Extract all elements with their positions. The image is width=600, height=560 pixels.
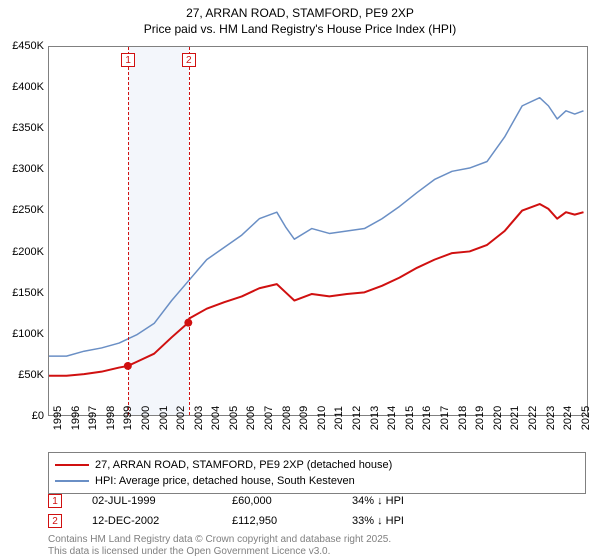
x-tick-label: 1998 [105, 406, 117, 430]
x-tick-label: 2011 [333, 406, 345, 430]
y-tick-label: £150K [12, 287, 44, 299]
footer-line1: Contains HM Land Registry data © Crown c… [48, 534, 391, 546]
sale-price: £60,000 [232, 495, 352, 507]
y-tick-label: £50K [18, 369, 44, 381]
marker-line [189, 47, 190, 415]
marker-flag: 1 [121, 53, 135, 67]
x-tick-label: 2000 [140, 406, 152, 430]
x-tick-label: 2003 [193, 406, 205, 430]
sale-price: £112,950 [232, 515, 352, 527]
y-tick-label: £450K [12, 40, 44, 52]
sale-date: 02-JUL-1999 [92, 495, 232, 507]
sale-flag-icon: 2 [48, 514, 62, 528]
footer: Contains HM Land Registry data © Crown c… [48, 534, 391, 558]
y-tick-label: £400K [12, 81, 44, 93]
x-tick-label: 1996 [70, 406, 82, 430]
legend-label: HPI: Average price, detached house, Sout… [95, 475, 355, 487]
x-tick-label: 2008 [281, 406, 293, 430]
x-tick-label: 2016 [421, 406, 433, 430]
y-tick-label: £200K [12, 246, 44, 258]
x-tick-label: 2014 [386, 406, 398, 430]
legend-item-price-paid: 27, ARRAN ROAD, STAMFORD, PE9 2XP (detac… [55, 457, 579, 473]
title-line2: Price paid vs. HM Land Registry's House … [0, 22, 600, 38]
legend: 27, ARRAN ROAD, STAMFORD, PE9 2XP (detac… [48, 452, 586, 494]
x-tick-label: 2013 [369, 406, 381, 430]
sale-row-1: 1 02-JUL-1999 £60,000 34% ↓ HPI [48, 494, 586, 508]
x-tick-label: 2017 [439, 406, 451, 430]
sale-flag-icon: 1 [48, 494, 62, 508]
marker-flag: 2 [182, 53, 196, 67]
x-tick-label: 2019 [474, 406, 486, 430]
y-tick-label: £100K [12, 328, 44, 340]
chart-title: 27, ARRAN ROAD, STAMFORD, PE9 2XP Price … [0, 0, 600, 37]
chart-plot-area: 12 [48, 46, 588, 416]
y-tick-label: £250K [12, 204, 44, 216]
title-line1: 27, ARRAN ROAD, STAMFORD, PE9 2XP [0, 6, 600, 22]
footer-line2: This data is licensed under the Open Gov… [48, 546, 391, 558]
x-tick-label: 2006 [245, 406, 257, 430]
x-tick-label: 2005 [228, 406, 240, 430]
x-tick-label: 2024 [562, 406, 574, 430]
x-tick-label: 2012 [351, 406, 363, 430]
sale-row-2: 2 12-DEC-2002 £112,950 33% ↓ HPI [48, 514, 586, 528]
x-tick-label: 2010 [316, 406, 328, 430]
x-tick-label: 2022 [527, 406, 539, 430]
x-tick-label: 1995 [52, 406, 64, 430]
x-tick-label: 2025 [580, 406, 592, 430]
sale-diff: 33% ↓ HPI [352, 515, 472, 527]
x-tick-label: 2002 [175, 406, 187, 430]
legend-swatch [55, 480, 89, 482]
x-tick-label: 2001 [158, 406, 170, 430]
y-tick-label: £300K [12, 163, 44, 175]
y-tick-label: £350K [12, 122, 44, 134]
x-tick-label: 2015 [404, 406, 416, 430]
legend-swatch [55, 464, 89, 466]
sale-diff: 34% ↓ HPI [352, 495, 472, 507]
x-tick-label: 1997 [87, 406, 99, 430]
chart-svg [49, 47, 587, 415]
sale-date: 12-DEC-2002 [92, 515, 232, 527]
marker-line [128, 47, 129, 415]
x-tick-label: 2004 [210, 406, 222, 430]
x-tick-label: 2020 [492, 406, 504, 430]
legend-label: 27, ARRAN ROAD, STAMFORD, PE9 2XP (detac… [95, 459, 392, 471]
x-tick-label: 2009 [298, 406, 310, 430]
legend-item-hpi: HPI: Average price, detached house, Sout… [55, 473, 579, 489]
x-tick-label: 2023 [545, 406, 557, 430]
x-tick-label: 2021 [509, 406, 521, 430]
x-tick-label: 2007 [263, 406, 275, 430]
y-tick-label: £0 [32, 410, 44, 422]
x-tick-label: 2018 [457, 406, 469, 430]
x-tick-label: 1999 [122, 406, 134, 430]
